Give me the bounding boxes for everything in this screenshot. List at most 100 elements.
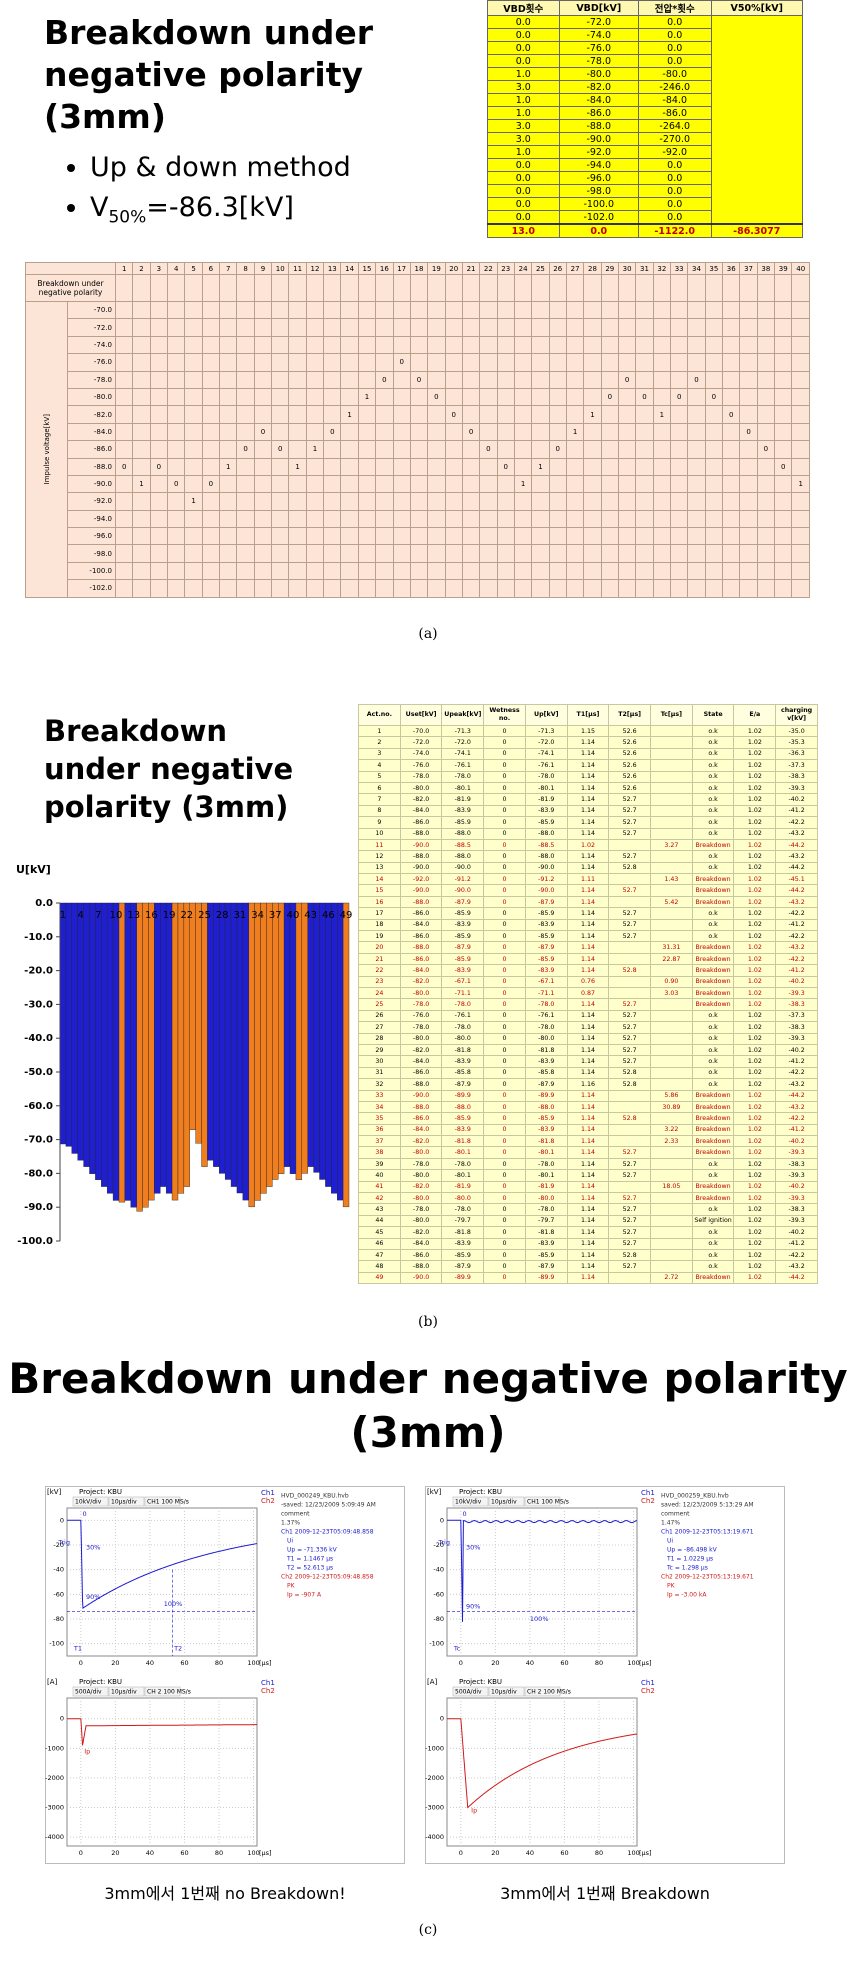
test-cell — [375, 387, 394, 407]
test-cell — [323, 335, 342, 355]
test-cell — [531, 335, 550, 355]
test-cell — [409, 492, 429, 511]
table-cell: -44.2 — [775, 884, 818, 897]
table-cell: -37.3 — [775, 759, 818, 772]
test-cell — [132, 579, 151, 598]
test-cell — [756, 387, 776, 407]
table-cell: 3.0 — [487, 132, 560, 146]
table-cell: -78.0 — [441, 998, 485, 1011]
table-cell: 0 — [483, 1089, 526, 1102]
table-cell: -87.9 — [524, 895, 568, 909]
table-cell: 0 — [483, 1043, 526, 1057]
table-cell: -36.3 — [775, 747, 818, 761]
test-cell — [756, 527, 776, 546]
test-cell — [687, 527, 706, 546]
y-tick-label: -90.0 — [24, 1202, 53, 1213]
test-cell — [149, 527, 169, 546]
table-cell: o.k — [691, 1055, 735, 1068]
empty-cell — [479, 274, 498, 302]
table-cell: 52.7 — [608, 1191, 652, 1205]
table-row: 25 -78.0 -78.0 0 -78.0 1.14 52.7 Breakdown 1.02-… — [358, 998, 818, 1011]
column-number: 30 — [617, 262, 637, 275]
annotation: Ip — [84, 1747, 90, 1755]
voltage-label: -100.0 — [67, 561, 116, 581]
test-cell — [305, 318, 325, 337]
table-cell: 0 — [483, 1009, 526, 1023]
test-cell — [288, 440, 307, 459]
test-cell — [496, 440, 515, 459]
setting: 500A/div — [75, 1689, 102, 1696]
test-cell — [461, 561, 481, 581]
test-cell — [201, 579, 221, 598]
caption: (c) — [418, 1922, 438, 1938]
empty-cell — [375, 274, 394, 302]
table-cell: 1.02 — [733, 827, 777, 840]
table-cell: -84.0 — [399, 918, 443, 932]
bar — [89, 902, 96, 1174]
bar — [65, 902, 72, 1147]
table-cell: -79.7 — [441, 1214, 485, 1228]
bar — [130, 902, 137, 1208]
table-cell: 30 — [358, 1055, 401, 1068]
table-cell: -88.0 — [399, 1260, 443, 1273]
test-cell — [548, 405, 567, 424]
test-cell — [774, 492, 793, 511]
test-result: 0 — [201, 474, 221, 494]
y-tick-label: -40 — [433, 1566, 444, 1574]
test-cell — [167, 353, 186, 372]
table-cell: 0 — [483, 1214, 526, 1228]
bar — [101, 902, 108, 1187]
bar — [224, 902, 232, 1180]
table-cell: 1.02 — [733, 736, 777, 749]
table-cell: 0 — [483, 1271, 526, 1285]
test-cell — [219, 492, 238, 511]
table-cell: 20 — [358, 941, 401, 954]
column-number: 27 — [565, 262, 585, 275]
test-cell — [149, 405, 169, 424]
legend-ch1: Ch1 — [641, 1489, 655, 1497]
test-cell — [201, 422, 221, 442]
test-cell — [791, 300, 810, 320]
test-cell — [513, 318, 533, 337]
setting-box — [108, 1686, 145, 1697]
empty-cell — [531, 274, 550, 302]
total-row: 13.0 0.0 -1122.0 -86.3077 — [487, 223, 804, 238]
test-cell — [427, 318, 446, 337]
bar — [319, 902, 326, 1180]
test-cell — [132, 509, 151, 529]
test-cell — [271, 318, 290, 337]
data-row: -74.0 — [26, 335, 810, 355]
x-tick-label: 0 — [79, 1849, 83, 1857]
test-cell — [167, 440, 186, 459]
table-cell — [650, 1021, 693, 1034]
table-cell — [608, 1271, 652, 1285]
table-cell: 1.14 — [566, 1169, 610, 1182]
test-cell — [253, 318, 273, 337]
test-cell — [392, 370, 411, 389]
table-cell: -90.0 — [399, 861, 443, 875]
test-cell — [288, 318, 307, 337]
column-row: 1 2 3 4 5 6 7 8 9 10 11 12 13 14 15 16 17 18 19 20 21 22 23 24 2… — [25, 262, 810, 275]
x-tick-label: 80 — [595, 1849, 603, 1857]
table-row: 19 -86.0 -85.9 0 -85.9 1.14 52.7 o.k 1.02 -42.2 — [358, 930, 818, 943]
caption: (a) — [418, 626, 438, 642]
test-cell — [496, 300, 515, 320]
header-cell: Uset[kV] — [399, 704, 443, 726]
table-cell: 1.02 — [733, 1169, 777, 1182]
test-cell — [791, 440, 810, 459]
test-cell — [201, 318, 221, 337]
table-cell: -90.0 — [524, 884, 568, 897]
table-cell: -80.0 — [399, 1214, 443, 1228]
table-cell: -88.5 — [441, 838, 485, 852]
table-cell: 1.14 — [566, 793, 610, 806]
table-cell: -38.3 — [775, 1021, 818, 1034]
voltage-label: -74.0 — [67, 335, 116, 355]
test-result: 0 — [722, 405, 741, 424]
table-cell: 0 — [483, 1021, 526, 1034]
test-cell — [548, 544, 567, 563]
test-cell — [340, 335, 359, 355]
table-cell: -40.2 — [775, 1226, 818, 1239]
x-tick-label: 0 — [79, 1659, 83, 1667]
table-cell: 0 — [483, 941, 526, 954]
test-cell — [756, 579, 776, 598]
